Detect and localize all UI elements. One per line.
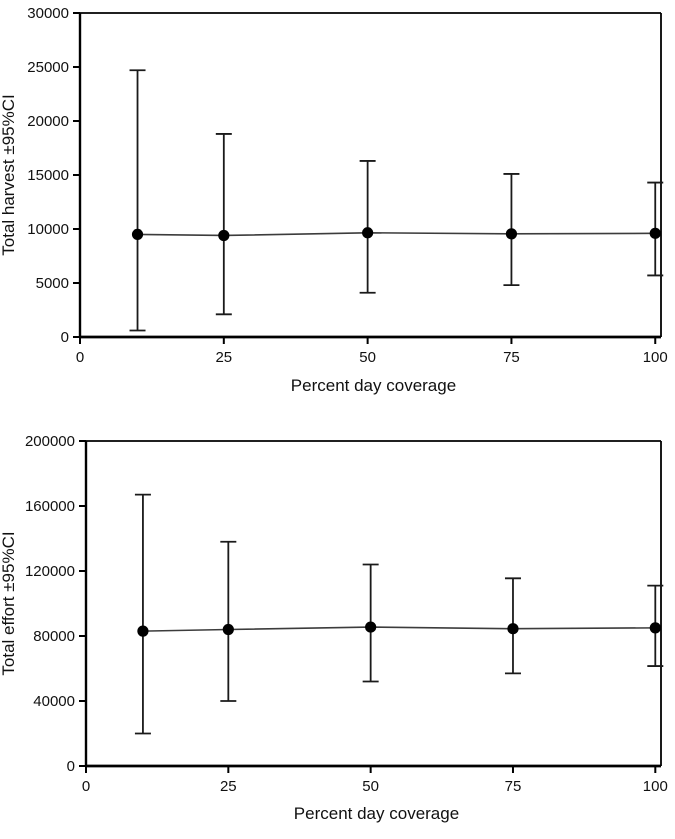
data-point [505,228,518,240]
data-point [218,229,230,242]
data-point [222,623,234,636]
y-tick-label: 15000 [27,167,69,184]
x-tick-label: 75 [503,349,520,366]
x-tick-label: 100 [643,349,668,366]
mean-connect-line [142,626,656,632]
total-effort-chart-svg: 0 40000 80000 120000 160000 200000 0 25 50 75 100 P… [0,433,668,823]
y-tick-label: 0 [67,758,75,775]
y-tick-label: 5000 [36,275,69,292]
y-tick-label: 0 [61,329,69,346]
y-tick-label: 10000 [27,221,69,238]
x-axis-title: Percent day coverage [291,376,456,395]
x-tick-label: 0 [82,778,90,795]
x-tick-label: 50 [359,349,376,366]
x-tick-label: 50 [362,778,379,795]
y-axis-title: Total effort ±95%CI [0,531,18,675]
data-point [137,625,149,637]
y-tick-label: 80000 [33,628,75,645]
y-tick-label: 200000 [25,433,75,450]
y-tick-label: 20000 [27,113,69,130]
data-point [362,227,374,239]
y-tick-label: 25000 [27,59,69,76]
mean-connect-line [137,231,656,237]
data-point [649,622,661,634]
x-tick-label: 25 [220,778,237,795]
y-tick-label: 30000 [27,5,69,22]
data-point [131,228,144,240]
x-tick-label: 100 [643,778,668,795]
data-point [649,227,661,239]
x-axis-title: Percent day coverage [294,804,459,823]
x-tick-label: 25 [215,349,232,366]
y-tick-label: 40000 [33,693,75,710]
total-effort-chart: 0 40000 80000 120000 160000 200000 0 25 50 75 100 P… [0,410,675,839]
x-tick-label: 75 [505,778,522,795]
x-tick-label: 0 [76,349,84,366]
y-tick-label: 160000 [25,498,75,515]
total-harvest-chart-svg: 0 5000 10000 15000 20000 25000 30000 0 25 50 75 100… [0,5,668,395]
data-point [507,623,519,635]
y-axis-title: Total harvest ±95%CI [0,94,18,255]
y-tick-label: 120000 [25,563,75,580]
total-harvest-chart: 0 5000 10000 15000 20000 25000 30000 0 25 50 75 100… [0,0,675,410]
data-point [365,621,377,633]
